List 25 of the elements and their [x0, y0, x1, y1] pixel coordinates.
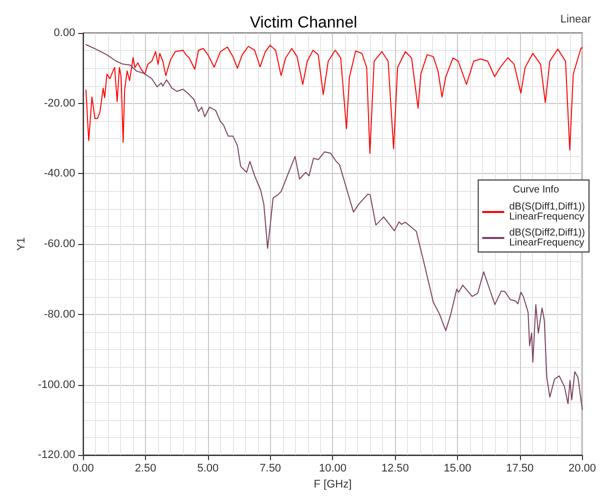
x-tick-label: 2.50 — [134, 462, 156, 475]
y-tick-label: -120.00 — [38, 449, 76, 462]
y-tick-label: -40.00 — [44, 168, 76, 180]
y-tick-label: -60.00 — [44, 238, 76, 250]
y-tick-label: -80.00 — [44, 308, 76, 320]
x-tick-label: 0.00 — [72, 462, 94, 475]
line-series — [85, 44, 583, 154]
x-tick-label: 15.00 — [444, 462, 472, 475]
y-axis-title: Y1 — [16, 237, 28, 251]
x-tick-label: 5.00 — [197, 462, 219, 475]
x-tick-label: 12.50 — [381, 462, 409, 475]
y-tick-label: 0.00 — [54, 27, 76, 39]
y-tick-label: -20.00 — [44, 97, 76, 110]
text: Linear — [560, 14, 592, 26]
x-tick-label: 20.00 — [568, 462, 596, 475]
x-tick-label: 10.00 — [318, 462, 346, 475]
legend-label: dB(S(Diff2,Diff1)) LinearFrequency — [509, 228, 586, 248]
x-tick-label: 7.50 — [260, 462, 282, 475]
line-series — [85, 44, 583, 410]
x-axis-title: F [GHz] — [314, 478, 352, 490]
legend-label: dB(S(Diff1,Diff1)) LinearFrequency — [509, 202, 586, 222]
x-tick-label: 17.50 — [506, 462, 534, 475]
y-tick-label: -100.00 — [38, 378, 76, 391]
legend-title: Curve Info — [512, 184, 560, 196]
chart-title: Victim Channel — [250, 14, 358, 32]
